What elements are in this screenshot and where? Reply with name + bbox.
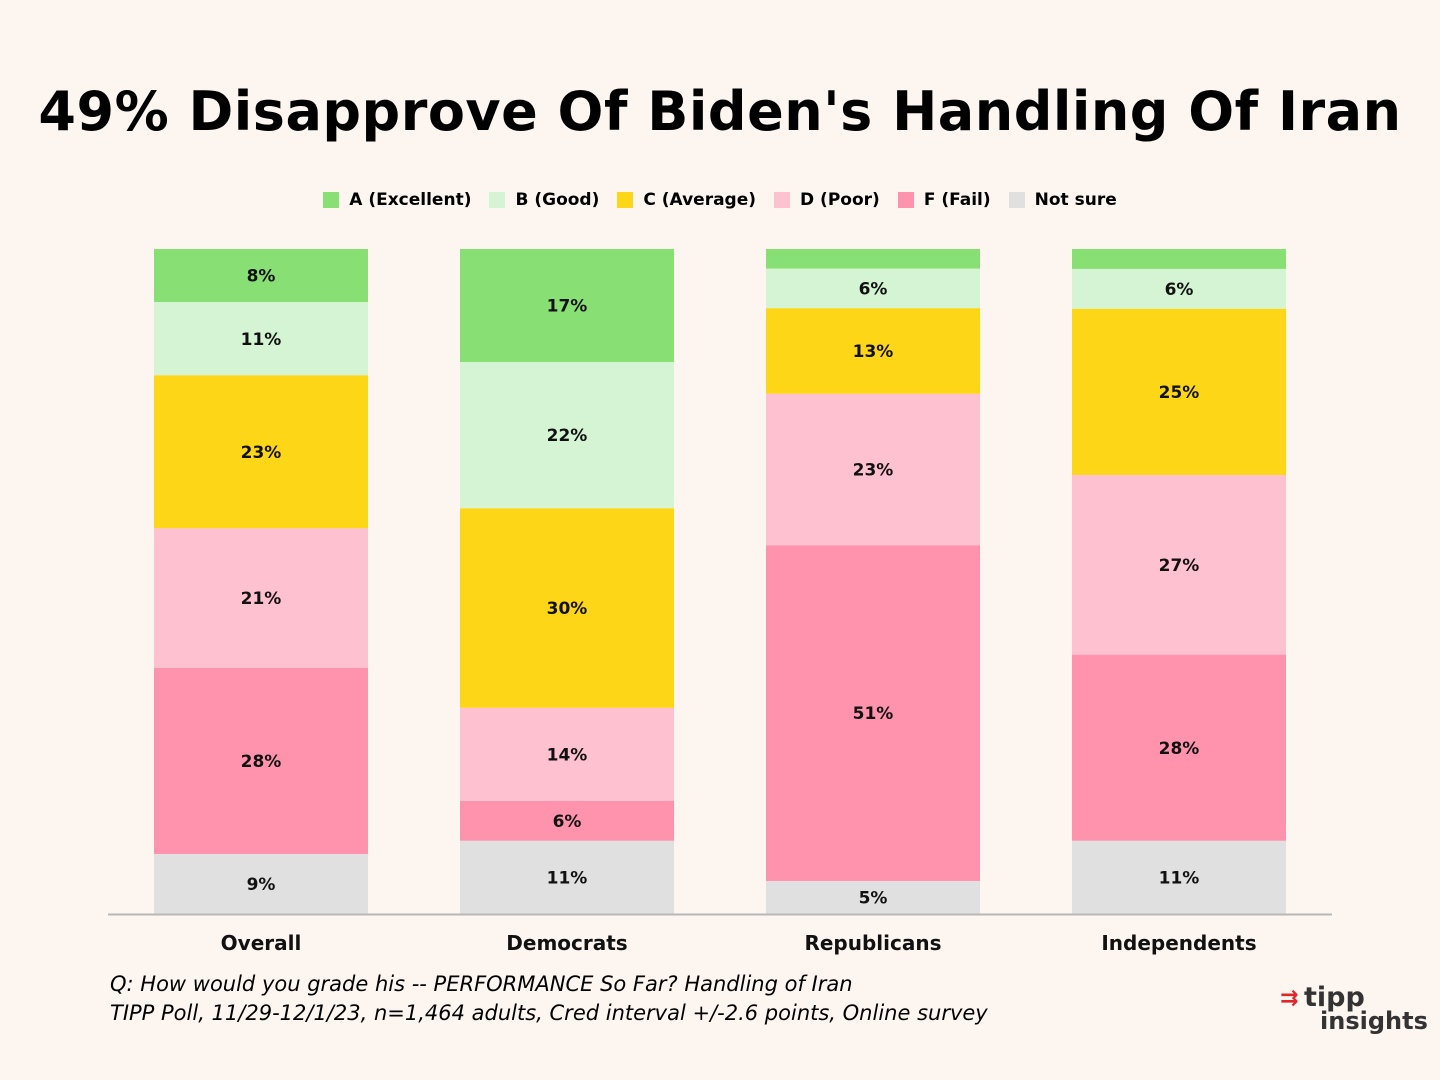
- legend-item-2: C (Average): [617, 190, 756, 210]
- bar-segment: [1072, 840, 1286, 914]
- logo-arrow-icon: ⇉: [1280, 986, 1299, 1011]
- data-label: 21%: [241, 589, 282, 609]
- legend-item-1: B (Good): [489, 190, 599, 210]
- category-label: Republicans: [804, 931, 941, 955]
- data-label: 6%: [859, 280, 888, 300]
- data-label: 11%: [1159, 868, 1200, 888]
- bar-segment: [1072, 268, 1286, 309]
- bar-segment: [154, 667, 368, 855]
- footnote: Q: How would you grade his -- PERFORMANC…: [110, 970, 988, 1028]
- bar-segment: [1072, 654, 1286, 841]
- data-label: 30%: [547, 599, 588, 619]
- data-label: 51%: [853, 704, 894, 724]
- footnote-source: TIPP Poll, 11/29-12/1/23, n=1,464 adults…: [110, 1001, 988, 1025]
- data-label: 9%: [247, 875, 276, 895]
- footnote-question: Q: How would you grade his -- PERFORMANC…: [110, 972, 853, 996]
- legend-item-0: A (Excellent): [323, 190, 471, 210]
- bar-segment: [154, 854, 368, 914]
- bar-segment: [154, 528, 368, 668]
- logo-insights-text: insights: [1320, 1007, 1428, 1035]
- legend-swatch: [897, 192, 914, 208]
- bar-segment: [460, 508, 674, 708]
- bar-segment: [766, 268, 980, 309]
- bar-segment: [460, 362, 674, 509]
- legend-label: F (Fail): [923, 190, 991, 210]
- data-label: 11%: [241, 330, 282, 350]
- bar-segment: [1072, 249, 1286, 269]
- data-label: 14%: [547, 745, 588, 765]
- legend-swatch: [489, 192, 506, 208]
- data-label: 17%: [547, 297, 588, 317]
- stacked-bar-chart: 8% 11% 23% 21% 28% 9% Overall 17% 22% 30% 14% 6% 11%…: [108, 249, 1332, 955]
- data-label: 6%: [553, 812, 582, 832]
- bar-segment: [460, 249, 674, 363]
- legend-item-5: Not sure: [1008, 190, 1117, 210]
- category-label: Independents: [1101, 931, 1256, 955]
- bar-segment: [154, 375, 368, 529]
- bar-segment: [460, 840, 674, 914]
- legend-label: Not sure: [1034, 190, 1117, 210]
- bar-segment: [460, 707, 674, 801]
- bar-segment: [1072, 308, 1286, 476]
- bar-segment: [460, 800, 674, 841]
- data-label: 6%: [1165, 280, 1194, 300]
- data-label: 28%: [1159, 739, 1200, 759]
- legend-swatch: [774, 192, 791, 208]
- bar-segment: [766, 308, 980, 394]
- data-label: 5%: [859, 889, 888, 909]
- bar-segment: [766, 545, 980, 882]
- legend-item-3: D (Poor): [774, 190, 880, 210]
- bar-segment: [154, 249, 368, 303]
- legend-swatch: [323, 192, 340, 208]
- legend-label: A (Excellent): [349, 190, 472, 210]
- bar-segment: [154, 302, 368, 376]
- data-label: 11%: [547, 868, 588, 888]
- legend-item-4: F (Fail): [897, 190, 991, 210]
- legend-swatch: [1008, 192, 1025, 208]
- data-label: 25%: [1159, 383, 1200, 403]
- category-label: Overall: [221, 931, 302, 955]
- bar-segment: [766, 881, 980, 914]
- legend-label: D (Poor): [800, 190, 880, 210]
- legend-swatch: [617, 192, 634, 208]
- chart-title: 49% Disapprove Of Biden's Handling Of Ir…: [38, 80, 1402, 143]
- data-label: 23%: [853, 461, 894, 481]
- bar-segment: [1072, 475, 1286, 655]
- bar-segment: [766, 249, 980, 269]
- data-label: 23%: [241, 443, 282, 463]
- data-label: 28%: [241, 752, 282, 772]
- data-label: 27%: [1159, 556, 1200, 576]
- legend-label: C (Average): [643, 190, 757, 210]
- data-label: 8%: [247, 267, 276, 287]
- data-label: 13%: [853, 342, 894, 362]
- logo-tipp-text: tipp: [1304, 982, 1365, 1013]
- tipp-insights-logo: ⇉ tipp insights: [1280, 984, 1430, 1036]
- category-label: Democrats: [506, 931, 627, 955]
- chart-legend: A (Excellent) B (Good) C (Average) D (Poor)…: [0, 190, 1440, 210]
- legend-label: B (Good): [515, 190, 600, 210]
- data-label: 22%: [547, 426, 588, 446]
- bar-segment: [766, 393, 980, 546]
